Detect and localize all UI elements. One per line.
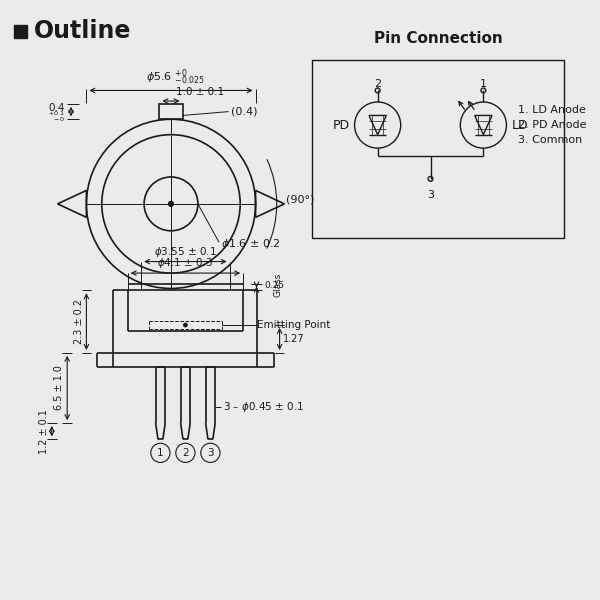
Text: 1.0 ± 0.1: 1.0 ± 0.1 bbox=[176, 87, 224, 97]
Text: PD: PD bbox=[332, 119, 350, 131]
Text: $^{+0.1}_{\ \ -0}$: $^{+0.1}_{\ \ -0}$ bbox=[48, 109, 65, 124]
Text: $\phi$5.6 $^{+0}_{-0.025}$: $\phi$5.6 $^{+0}_{-0.025}$ bbox=[146, 67, 205, 86]
Text: Pin Connection: Pin Connection bbox=[374, 31, 503, 46]
Circle shape bbox=[183, 323, 188, 328]
Bar bbox=[312, 59, 564, 238]
Circle shape bbox=[375, 88, 380, 93]
Text: LD: LD bbox=[511, 119, 528, 131]
Text: 6.5 ± 1.0: 6.5 ± 1.0 bbox=[54, 365, 64, 410]
Text: 0.25: 0.25 bbox=[264, 281, 284, 290]
Text: 1: 1 bbox=[157, 448, 164, 458]
Bar bbox=[160, 104, 182, 119]
Text: $\phi$4.1 ± 0.3: $\phi$4.1 ± 0.3 bbox=[157, 256, 214, 270]
Text: 1. LD Anode: 1. LD Anode bbox=[518, 104, 586, 115]
Bar bbox=[14, 25, 27, 38]
Text: 3: 3 bbox=[207, 448, 214, 458]
Text: (0.4): (0.4) bbox=[230, 107, 257, 116]
Circle shape bbox=[481, 88, 486, 93]
Text: 2: 2 bbox=[182, 448, 189, 458]
Text: (90°): (90°) bbox=[286, 194, 315, 204]
Text: $\phi$3.55 ± 0.1: $\phi$3.55 ± 0.1 bbox=[154, 245, 217, 259]
Text: 0.4: 0.4 bbox=[49, 103, 65, 113]
Circle shape bbox=[169, 202, 173, 206]
Text: 2: 2 bbox=[374, 79, 381, 89]
Text: Emitting Point: Emitting Point bbox=[257, 320, 331, 330]
Text: 2. PD Anode: 2. PD Anode bbox=[518, 120, 586, 130]
Text: 2.3 ± 0.2: 2.3 ± 0.2 bbox=[74, 299, 83, 344]
Text: Outline: Outline bbox=[34, 19, 131, 43]
Text: 3: 3 bbox=[427, 190, 434, 200]
Text: $\phi$1.6 ± 0.2: $\phi$1.6 ± 0.2 bbox=[221, 237, 280, 251]
Text: Glass: Glass bbox=[274, 273, 283, 297]
Text: 1.27: 1.27 bbox=[283, 334, 305, 344]
Text: 3. Common: 3. Common bbox=[518, 136, 582, 145]
Text: 1: 1 bbox=[480, 79, 487, 89]
Text: 1.2 ± 0.1: 1.2 ± 0.1 bbox=[39, 409, 49, 454]
Text: 3 – $\phi$0.45 ± 0.1: 3 – $\phi$0.45 ± 0.1 bbox=[223, 400, 304, 413]
Circle shape bbox=[428, 176, 433, 181]
